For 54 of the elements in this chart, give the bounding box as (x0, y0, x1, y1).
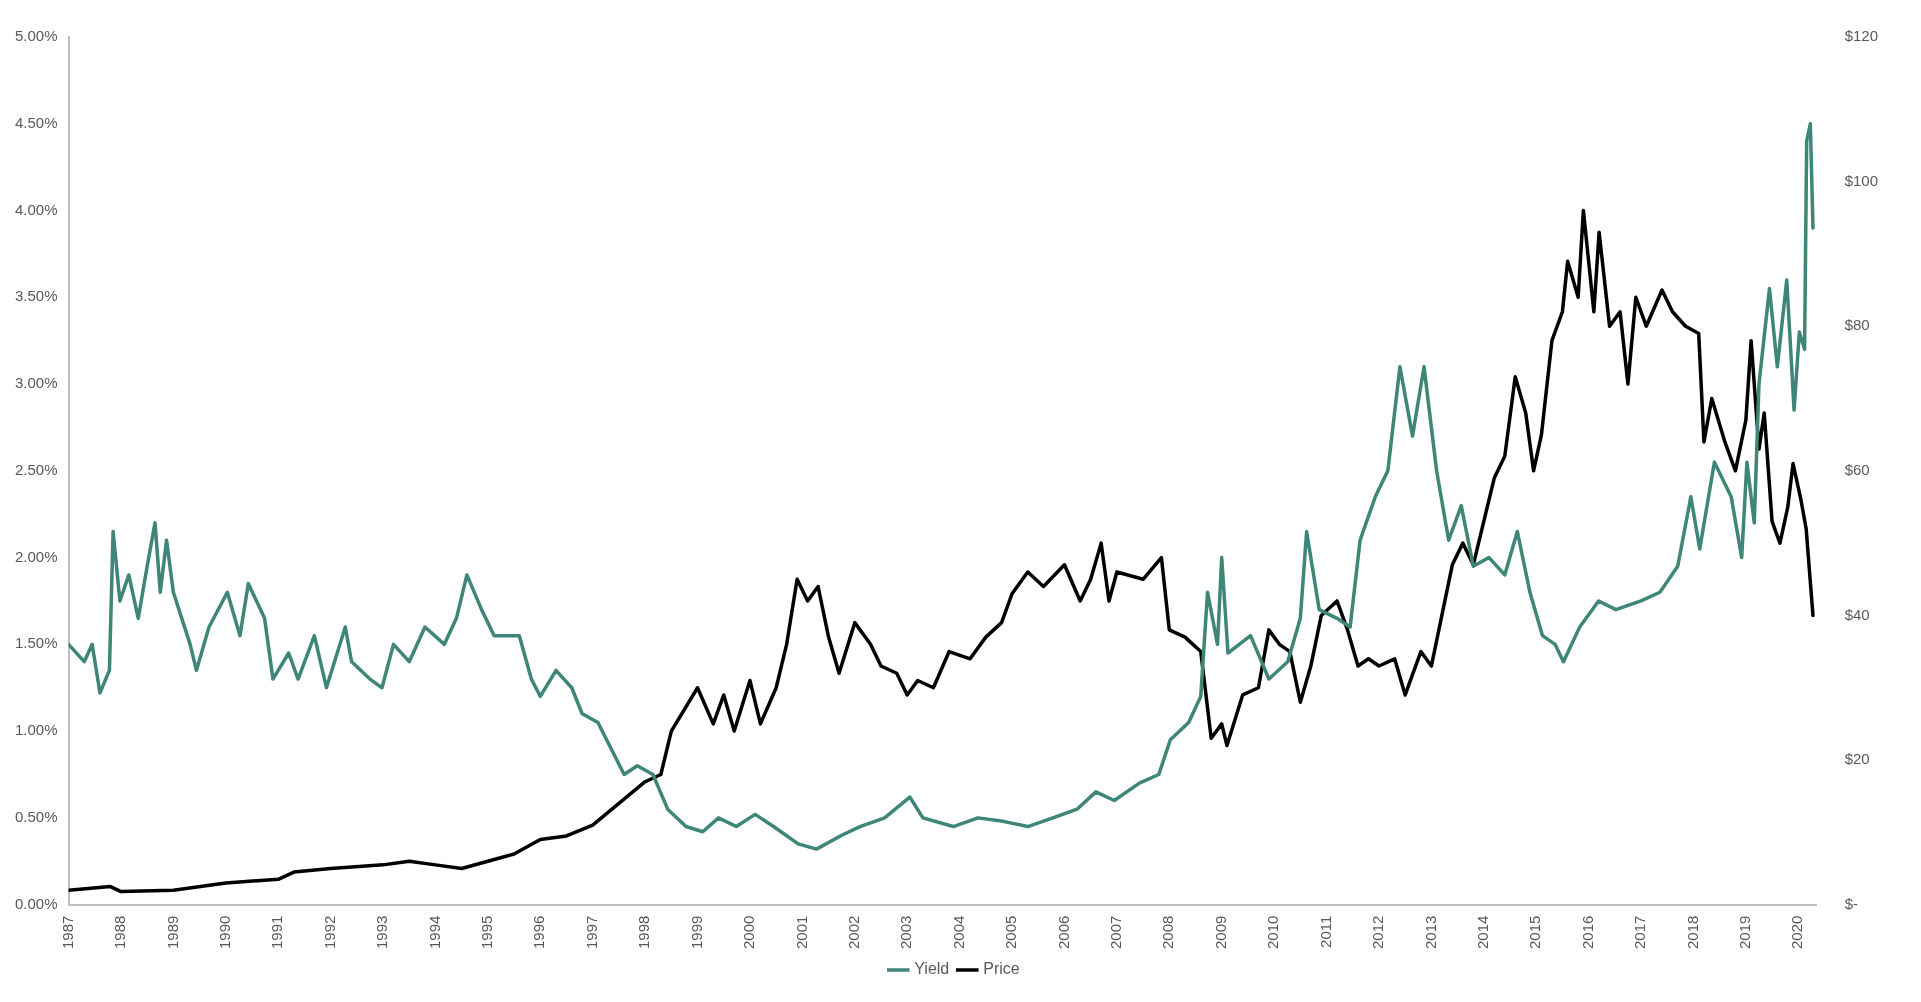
x-tick-label: 1994 (425, 915, 443, 950)
y2-tick-label: $60 (1844, 460, 1870, 478)
x-tick-label: 2010 (1264, 915, 1282, 950)
x-tick-label: 2009 (1211, 915, 1229, 950)
y-tick-label: 2.00% (14, 547, 58, 565)
x-tick-label: 2008 (1159, 915, 1177, 950)
y2-tick-label: $100 (1844, 171, 1879, 189)
x-tick-label: 2014 (1473, 915, 1491, 950)
y-tick-label: 1.00% (14, 721, 58, 739)
x-tick-label: 1995 (478, 915, 496, 950)
y-tick-label: 2.50% (14, 460, 58, 478)
x-tick-label: 2011 (1316, 915, 1334, 948)
x-tick-label: 2020 (1788, 915, 1806, 950)
x-tick-label: 2007 (1107, 915, 1125, 950)
y-tick-label: 4.50% (14, 113, 58, 131)
x-tick-label: 2018 (1683, 915, 1701, 950)
y-tick-label: 5.00% (14, 27, 58, 45)
x-tick-label: 1998 (635, 915, 653, 950)
x-tick-label: 2006 (1054, 915, 1072, 950)
y-tick-label: 3.00% (14, 374, 58, 392)
x-tick-label: 1991 (268, 915, 286, 950)
x-tick-label: 2012 (1369, 915, 1387, 950)
y-tick-label: 0.00% (14, 894, 58, 912)
x-tick-label: 1987 (58, 915, 76, 950)
x-tick-label: 1997 (582, 915, 600, 950)
y2-tick-label: $20 (1844, 750, 1870, 768)
x-tick-label: 2002 (844, 915, 862, 950)
x-tick-label: 2019 (1736, 915, 1754, 950)
y-tick-label: 4.00% (14, 200, 58, 218)
x-tick-label: 2001 (792, 915, 810, 950)
x-tick-label: 1992 (320, 915, 338, 950)
y2-tick-label: $40 (1844, 605, 1870, 623)
x-tick-label: 2016 (1578, 915, 1596, 950)
x-tick-label: 1996 (530, 915, 548, 950)
x-tick-label: 2000 (740, 915, 758, 950)
legend-label: Yield (914, 960, 950, 978)
x-tick-label: 1993 (373, 915, 391, 950)
y-tick-label: 1.50% (14, 634, 58, 652)
x-tick-label: 1989 (163, 915, 181, 950)
x-tick-label: 1999 (687, 915, 705, 950)
x-tick-label: 1990 (215, 915, 233, 950)
x-tick-label: 2004 (949, 915, 967, 950)
y-tick-label: 3.50% (14, 287, 58, 305)
x-tick-label: 2015 (1526, 915, 1544, 950)
y-tick-label: 0.50% (14, 808, 58, 826)
x-tick-label: 2013 (1421, 915, 1439, 950)
y2-tick-label: $- (1844, 894, 1858, 912)
x-tick-label: 2003 (897, 915, 915, 950)
y2-tick-label: $80 (1844, 316, 1870, 334)
x-tick-label: 2005 (1002, 915, 1020, 950)
x-tick-label: 1988 (111, 915, 129, 950)
legend-label: Price (983, 960, 1020, 978)
y2-tick-label: $120 (1844, 27, 1879, 45)
x-tick-label: 2017 (1631, 915, 1649, 950)
